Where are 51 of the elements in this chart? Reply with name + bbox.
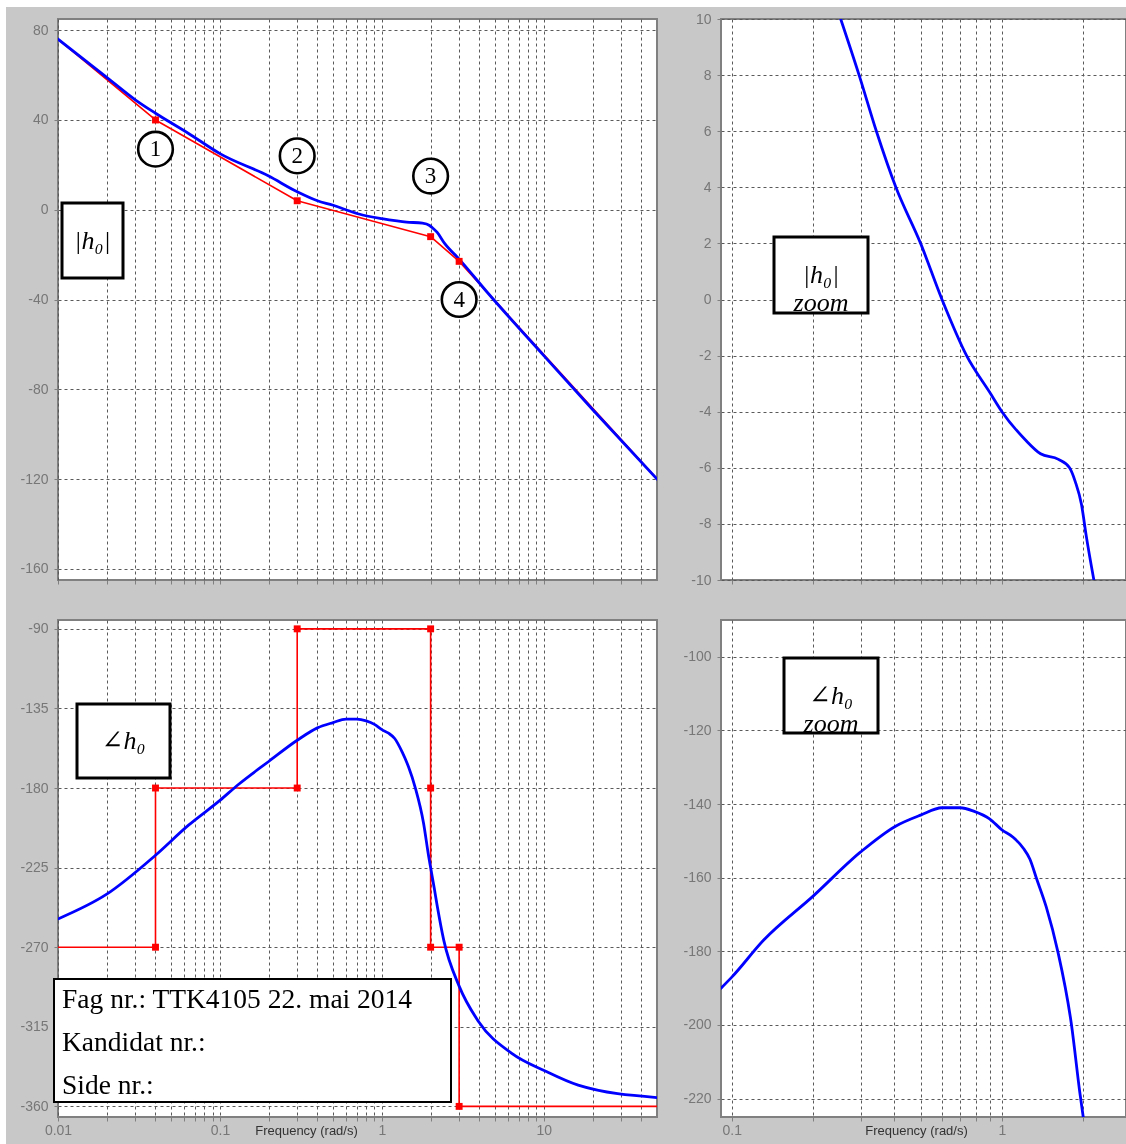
annotation: |h₀| zoom xyxy=(792,260,849,317)
y-tick-label: 2 xyxy=(703,234,712,251)
annotation: 2 xyxy=(291,142,303,168)
x-tick-label: 0.1 xyxy=(210,1121,231,1138)
y-tick-label: -180 xyxy=(20,779,49,796)
y-tick-label: 6 xyxy=(703,122,712,139)
y-tick-label: -6 xyxy=(699,459,712,476)
y-tick-label: 10 xyxy=(695,10,712,27)
y-tick-label: -315 xyxy=(20,1018,49,1035)
y-tick-label: -8 xyxy=(699,515,712,532)
y-tick-label: -120 xyxy=(20,470,49,487)
y-tick-label: -2 xyxy=(699,347,712,364)
y-tick-label: -160 xyxy=(20,560,49,577)
annotation: 4 xyxy=(453,286,466,312)
annotation: Side nr.: xyxy=(62,1069,154,1100)
y-tick-label: -4 xyxy=(699,403,712,420)
y-tick-label: -225 xyxy=(20,859,49,876)
x-axis-title: Frequency (rad/s) xyxy=(255,1122,358,1138)
y-tick-label: -40 xyxy=(28,291,49,307)
y-tick-label: -90 xyxy=(28,620,49,637)
y-tick-label: 80 xyxy=(32,21,49,38)
y-tick-label: 4 xyxy=(703,178,712,195)
x-tick-label: 0.1 xyxy=(722,1121,743,1138)
annotation: Fag nr.: TTK4105 22. mai 2014 xyxy=(62,983,413,1014)
y-tick-label: 8 xyxy=(703,66,712,83)
x-tick-label: 10 xyxy=(536,1121,553,1138)
y-tick-label: 0 xyxy=(40,201,49,218)
y-tick-label: -160 xyxy=(683,869,712,886)
y-tick-label: -135 xyxy=(20,699,49,716)
y-tick-label: -100 xyxy=(683,648,712,665)
annotation: Kandidat nr.: xyxy=(62,1026,206,1057)
annotation: 1 xyxy=(149,136,162,162)
y-tick-label: 40 xyxy=(32,111,49,128)
annotation: ∠h₀ zoom xyxy=(802,680,859,738)
annotation: ∠h₀ xyxy=(101,726,146,755)
y-tick-label: -80 xyxy=(28,380,49,397)
y-tick-label: -270 xyxy=(20,938,49,955)
x-tick-label: 0.01 xyxy=(44,1121,73,1138)
y-tick-label: -120 xyxy=(683,721,712,738)
y-tick-label: 0 xyxy=(703,291,712,307)
annotation: |h₀| xyxy=(74,225,111,255)
y-tick-label: -220 xyxy=(683,1090,712,1107)
x-tick-label: 1 xyxy=(378,1121,387,1138)
y-tick-label: -180 xyxy=(683,942,712,959)
y-tick-label: -140 xyxy=(683,795,712,812)
x-axis-title: Frequency (rad/s) xyxy=(865,1122,968,1138)
y-tick-label: -200 xyxy=(683,1016,712,1033)
x-tick-label: 1 xyxy=(998,1121,1007,1138)
y-tick-label: -360 xyxy=(20,1097,49,1114)
annotation: 3 xyxy=(424,163,437,189)
y-tick-label: -10 xyxy=(691,571,712,588)
